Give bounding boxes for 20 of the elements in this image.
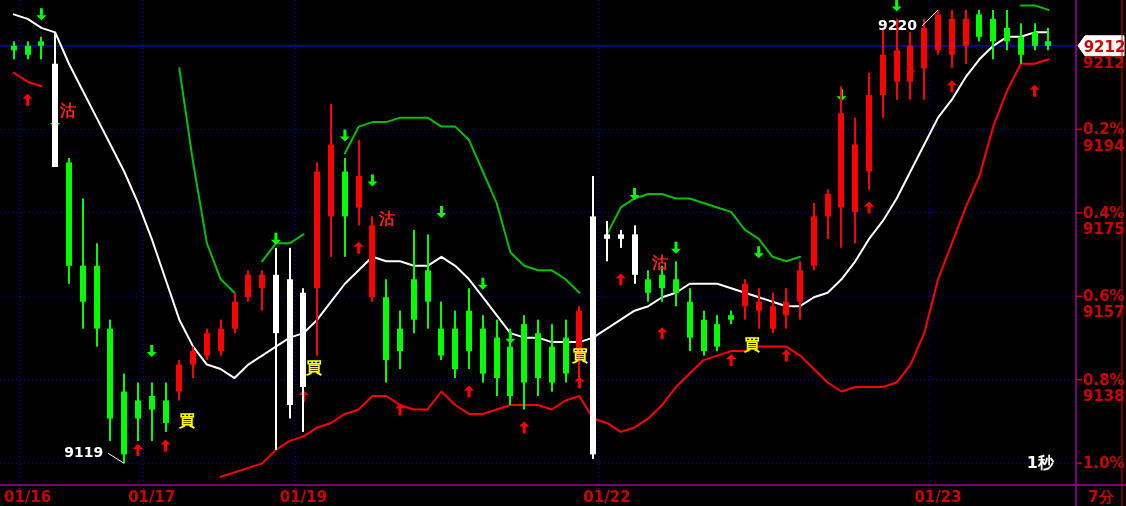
y-tick-label: 9175 <box>1083 219 1125 238</box>
x-tick-label: 01/22 <box>583 488 631 506</box>
x-tick-label: 01/23 <box>914 488 962 506</box>
y-tick-label: 9138 <box>1083 386 1125 405</box>
y2-tick-label: 0.2% <box>1083 120 1125 139</box>
x-axis-title: 7分 <box>1088 488 1115 506</box>
annotation: 沽 <box>651 253 668 272</box>
annotation: 買 <box>178 411 195 430</box>
annotation: 1秒 <box>1026 453 1055 472</box>
annotation: 沽 <box>378 209 395 228</box>
x-tick-label: 01/19 <box>279 488 328 506</box>
y-tick-label: 9194 <box>1083 136 1125 155</box>
annotation: 買 <box>305 358 322 377</box>
y2-tick-label: 1.0% <box>1083 454 1125 473</box>
x-tick-label: 01/17 <box>128 488 176 506</box>
y2-tick-label: 0.8% <box>1083 370 1125 389</box>
annotation: 9119 <box>64 444 104 461</box>
annotation: 沽 <box>59 101 76 120</box>
y2-tick-label: 0.4% <box>1083 203 1125 222</box>
x-tick-label: 01/16 <box>3 488 52 506</box>
